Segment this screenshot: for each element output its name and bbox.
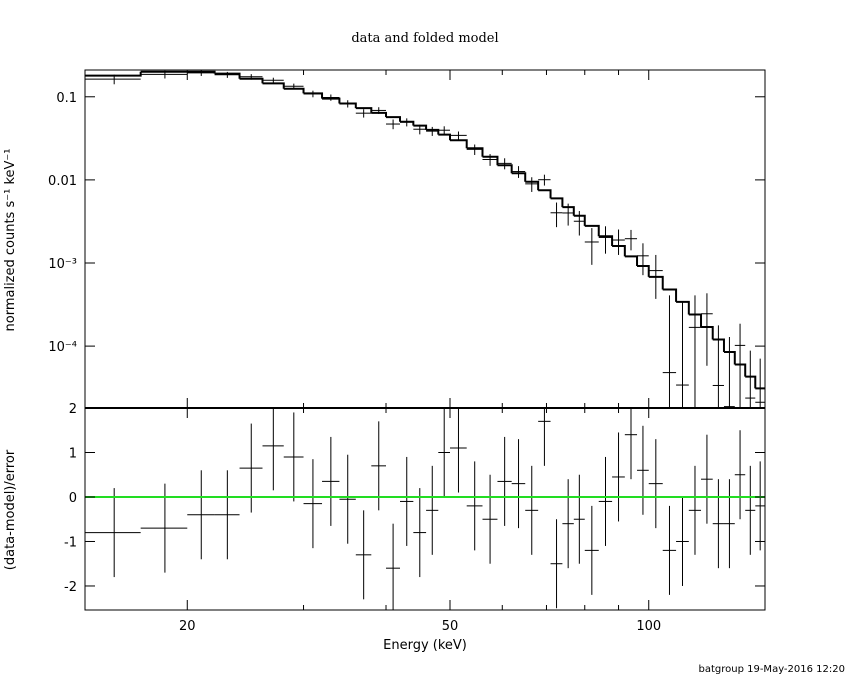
model-step <box>550 197 564 208</box>
x-axis-label: Energy (keV) <box>383 638 467 653</box>
bottom-plot <box>85 408 765 610</box>
model-step <box>734 363 747 377</box>
chart-title: data and folded model <box>351 31 498 46</box>
model-step <box>612 245 626 257</box>
y-tick-label: -1 <box>64 535 77 550</box>
model-step <box>482 155 499 166</box>
model-step <box>745 375 757 389</box>
model-step <box>497 164 513 174</box>
y-tick-label: 2 <box>69 402 77 417</box>
y-tick-label: 0.1 <box>56 91 77 106</box>
model-step <box>538 189 552 199</box>
model-step <box>562 206 575 216</box>
footer: batgroup 19-May-2016 12:20 <box>698 664 845 675</box>
model-step <box>662 288 678 302</box>
top-plot <box>85 70 765 408</box>
model-step <box>371 111 388 118</box>
model-step <box>262 82 285 89</box>
model-step <box>239 77 264 84</box>
model-step <box>426 128 440 135</box>
model-step <box>355 107 373 113</box>
model-step <box>624 255 639 267</box>
y-tick-label: 1 <box>69 446 77 461</box>
model-step <box>386 116 402 122</box>
y-tick-label: -2 <box>64 580 77 595</box>
model-step <box>449 139 468 149</box>
model-step <box>688 313 703 327</box>
model-step <box>637 265 650 277</box>
y-tick-label: 0 <box>69 491 77 506</box>
model-step <box>525 180 540 191</box>
model-step <box>701 325 714 340</box>
y-axis-label: (data-model)/error <box>3 449 18 570</box>
y-tick-label: 0.01 <box>48 174 77 189</box>
model-step <box>712 338 725 352</box>
model-step <box>584 224 600 237</box>
model-step <box>322 97 341 104</box>
model-step <box>511 172 527 182</box>
y-tick-label: 10⁻⁴ <box>48 340 77 355</box>
x-tick-label: 100 <box>636 619 661 634</box>
model-step <box>438 133 451 141</box>
y-tick-label: 10⁻³ <box>48 257 77 272</box>
plot-frame <box>84 69 766 611</box>
model-step <box>413 124 428 130</box>
x-tick-label: 20 <box>179 619 196 634</box>
model-step <box>85 71 142 77</box>
model-step <box>723 350 736 365</box>
y-axis-label: normalized counts s⁻¹ keV⁻¹ <box>3 149 18 332</box>
model-step <box>598 235 614 247</box>
model-step <box>466 147 484 157</box>
x-tick-label: 50 <box>442 619 459 634</box>
model-step <box>573 214 586 226</box>
model-step <box>648 275 664 290</box>
model-step <box>676 300 690 315</box>
model-step <box>283 87 305 94</box>
